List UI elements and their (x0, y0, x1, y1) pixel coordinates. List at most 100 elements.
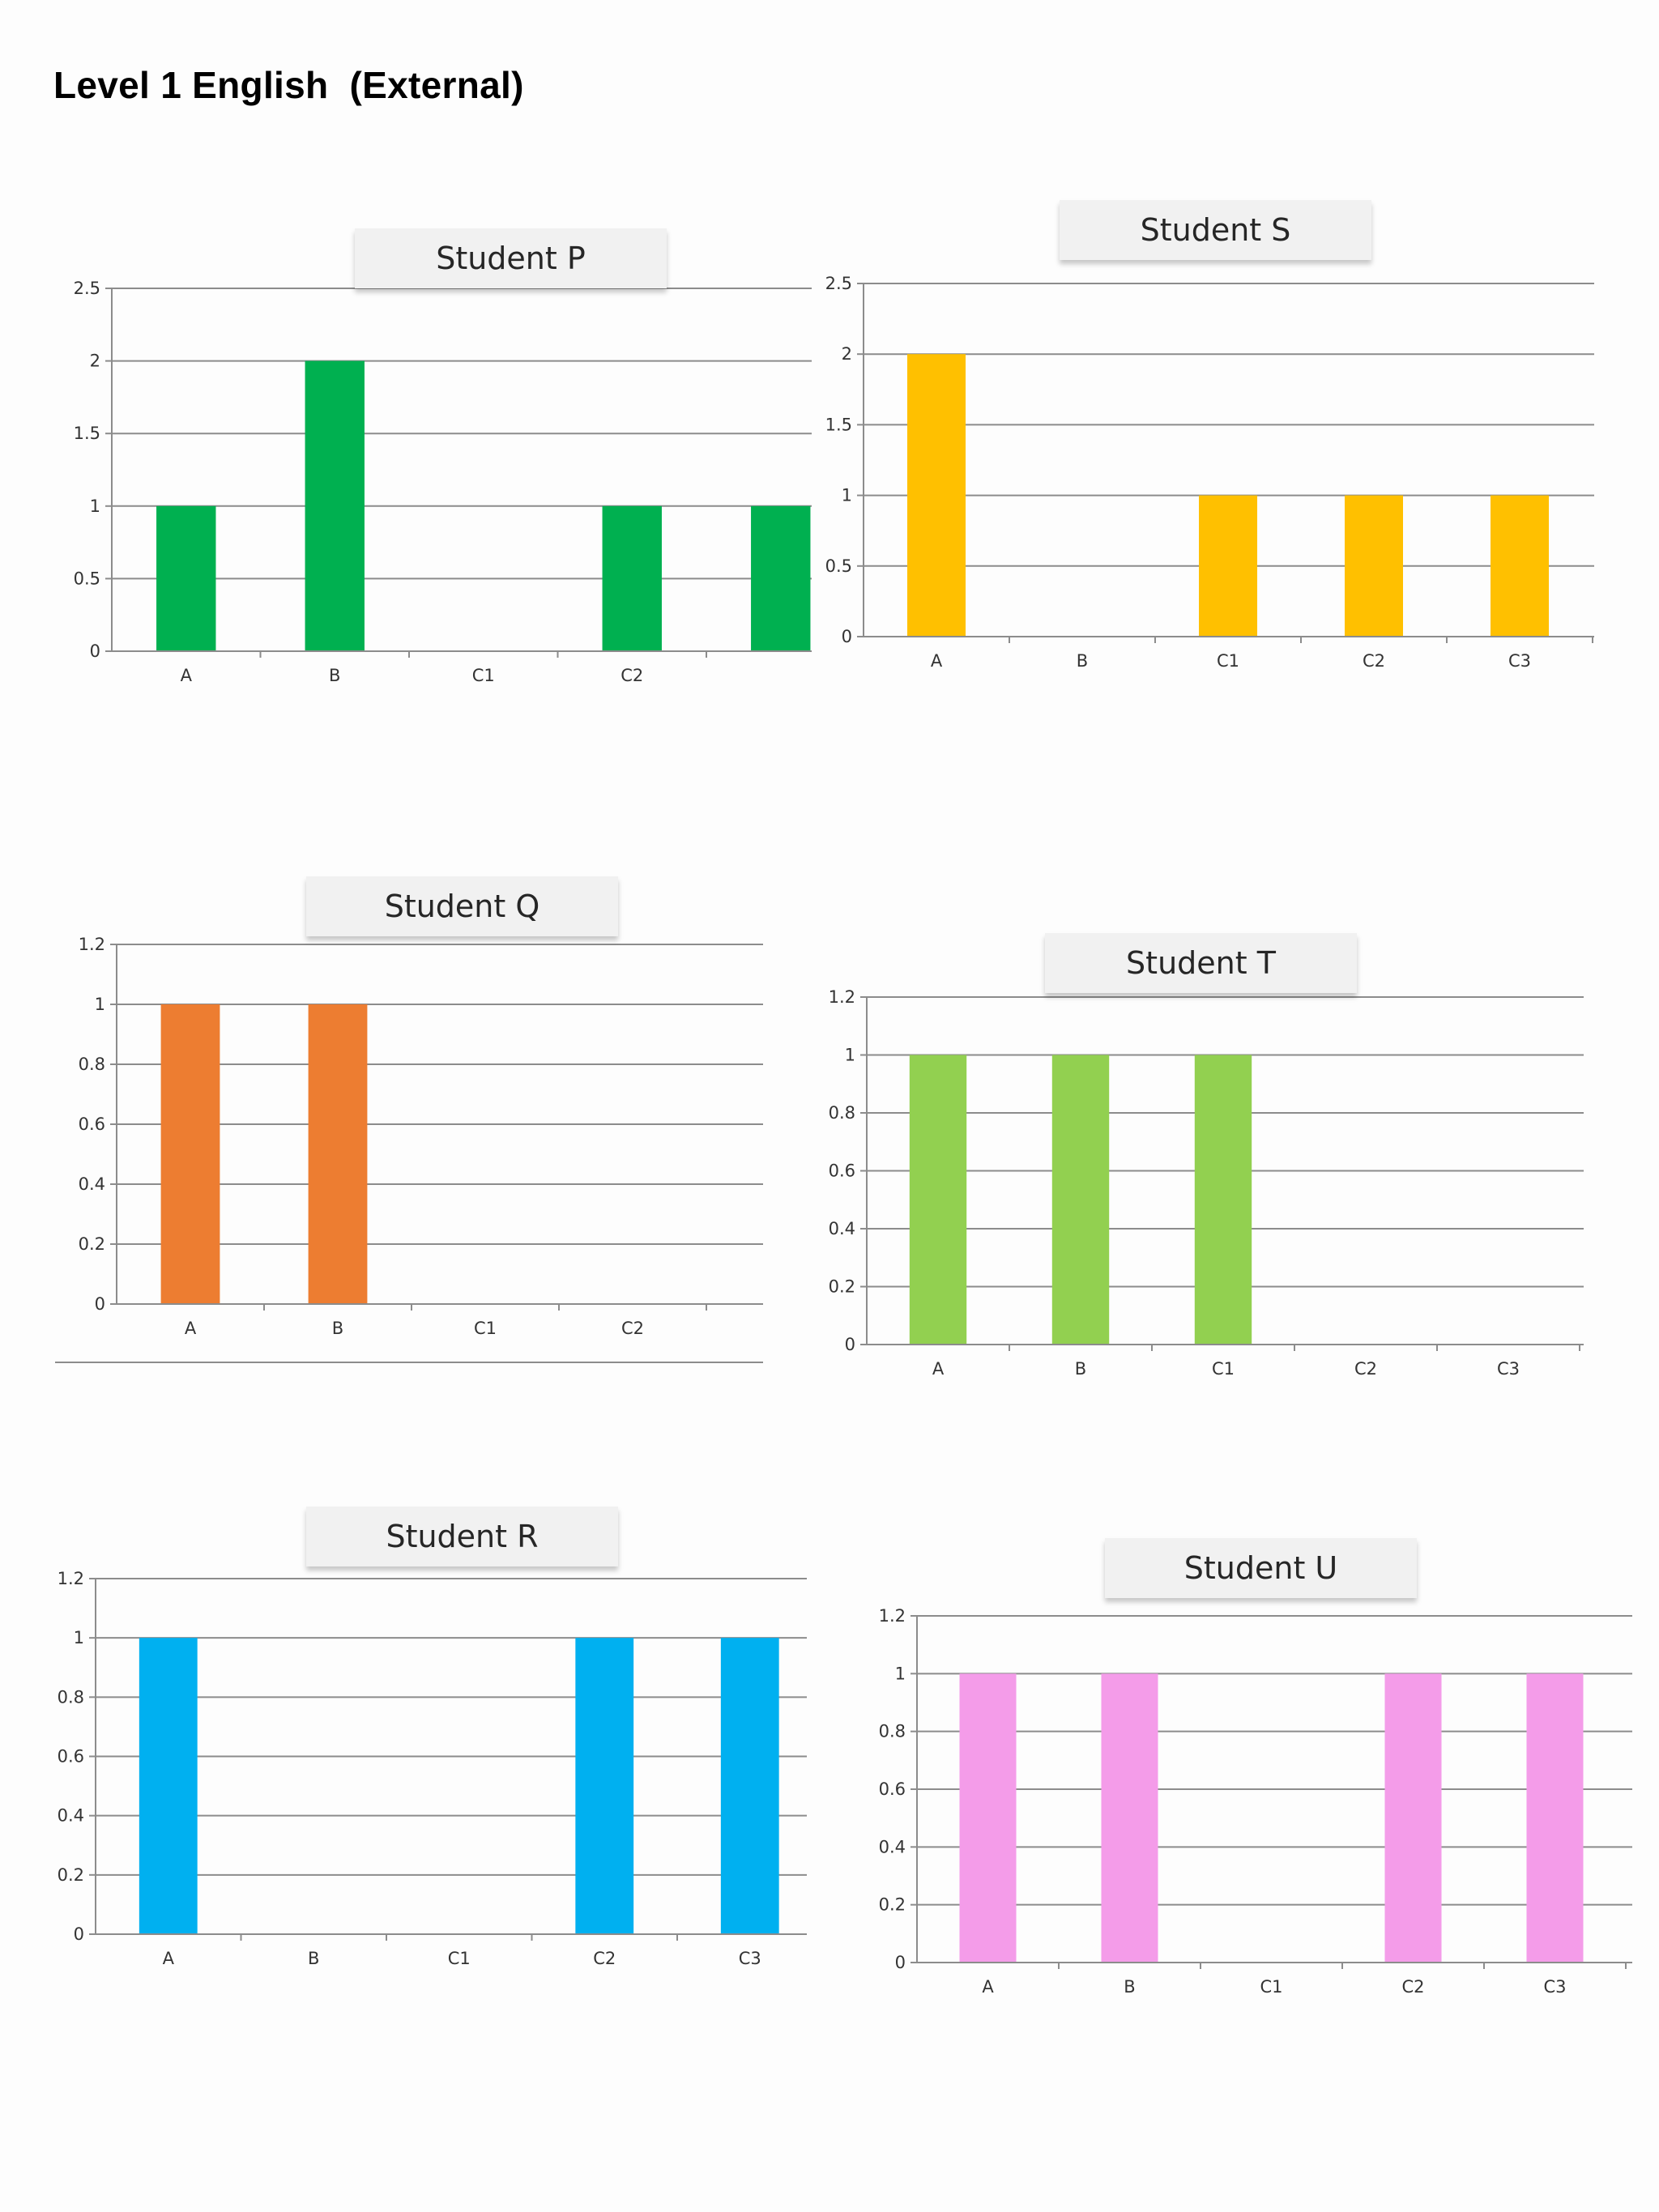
x-tick-label: C3 (1543, 1977, 1566, 1997)
x-tick-label: C3 (1497, 1359, 1520, 1379)
y-tick-label: 1 (895, 1664, 906, 1683)
chart-student-r: 0 0.2 0.4 0.6 0.8 1 1.2 A B C1 C2 C3 Student R (41, 1505, 851, 2007)
x-tick-label: C3 (1508, 651, 1531, 671)
x-tick-label: B (1077, 651, 1088, 671)
y-tick-label: 0.2 (879, 1895, 906, 1915)
x-tick-label: B (329, 666, 340, 685)
y-tick-label: 0.8 (58, 1687, 84, 1707)
bar-a (139, 1638, 198, 1934)
bar-c1 (1199, 495, 1257, 637)
y-tick-label: 0.8 (879, 1722, 906, 1741)
x-tick-label: B (308, 1949, 319, 1968)
x-tick-label: C2 (621, 666, 643, 685)
bar-a (156, 505, 216, 651)
bar-b (308, 1004, 368, 1304)
y-tick-label: 1.5 (825, 415, 852, 434)
x-tick-label: C2 (1363, 651, 1385, 671)
y-tick-label: 1 (842, 486, 852, 505)
y-tick-label: 2 (842, 344, 852, 364)
x-tick-label: C3 (739, 1949, 761, 1968)
x-tick-label: B (332, 1319, 343, 1338)
x-tick-label: C1 (474, 1319, 497, 1338)
y-tick-label: 0.4 (829, 1219, 855, 1238)
chart-student-t: 0 0.2 0.4 0.6 0.8 1 1.2 A B C1 C2 C3 Student T (810, 931, 1620, 1434)
y-tick-label: 0.6 (79, 1115, 105, 1134)
y-tick-label: 0 (895, 1953, 906, 1972)
chart-title: Student Q (306, 876, 618, 936)
bar-b (1101, 1673, 1158, 1963)
x-tick-label: C1 (1217, 651, 1239, 671)
bar-b (305, 360, 365, 651)
y-tick-label: 0 (842, 627, 852, 646)
y-tick-label: 0.2 (829, 1277, 855, 1297)
chart-student-p: 0 0.5 1 1.5 2 2.5 A B C1 C2 Student P (49, 227, 859, 729)
y-tick-label: 0.2 (79, 1234, 105, 1254)
x-tick-label: A (181, 666, 193, 685)
x-tick-label: C2 (1354, 1359, 1377, 1379)
bar-c3 (751, 505, 811, 651)
bar-c3 (1526, 1673, 1584, 1963)
bar-a (959, 1673, 1017, 1963)
page-title: Level 1 English (External) (53, 64, 524, 106)
bar-c2 (575, 1638, 634, 1934)
x-tick-label: C1 (1260, 1977, 1282, 1997)
bar-b (1051, 1055, 1110, 1345)
y-tick-label: 1 (95, 995, 105, 1014)
chart-title: Student S (1060, 200, 1371, 260)
y-tick-label: 1.2 (879, 1606, 906, 1626)
chart-svg-student-t: 0 0.2 0.4 0.6 0.8 1 1.2 A B C1 C2 C3 (829, 987, 1584, 1379)
x-tick-label: A (982, 1977, 994, 1997)
x-tick-label: A (163, 1949, 175, 1968)
bar-c2 (1384, 1673, 1442, 1963)
y-tick-label: 0.8 (829, 1103, 855, 1123)
y-tick-label: 1.2 (58, 1569, 84, 1588)
chart-svg-student-s: 0 0.5 1 1.5 2 2.5 A B C1 C2 C3 (825, 274, 1594, 671)
bar-a (907, 354, 966, 637)
y-tick-label: 2.5 (825, 274, 852, 293)
chart-student-u: 0 0.2 0.4 0.6 0.8 1 1.2 A B C1 C2 C3 Student U (859, 1536, 1659, 2039)
x-tick-label: C2 (1401, 1977, 1424, 1997)
y-tick-label: 0.2 (58, 1865, 84, 1885)
x-tick-label: C1 (472, 666, 495, 685)
bar-c2 (602, 505, 662, 651)
x-tick-label: B (1075, 1359, 1086, 1379)
y-tick-label: 1 (90, 497, 100, 516)
y-tick-label: 0.6 (58, 1747, 84, 1767)
y-tick-label: 2.5 (74, 279, 100, 298)
x-tick-label: C2 (621, 1319, 644, 1338)
x-tick-label: C1 (1212, 1359, 1235, 1379)
y-tick-label: 0 (95, 1294, 105, 1314)
chart-title: Student T (1045, 933, 1357, 993)
y-tick-label: 0.6 (829, 1161, 855, 1181)
bar-c3 (720, 1638, 779, 1934)
y-tick-label: 0.4 (79, 1174, 105, 1194)
y-tick-label: 1 (74, 1628, 84, 1647)
bar-c2 (1345, 495, 1403, 637)
y-tick-label: 1 (845, 1046, 855, 1065)
bar-c1 (1194, 1055, 1252, 1345)
chart-svg-student-r: 0 0.2 0.4 0.6 0.8 1 1.2 A B C1 C2 C3 (58, 1569, 807, 1968)
x-tick-label: C1 (448, 1949, 471, 1968)
bar-c3 (1491, 495, 1549, 637)
x-tick-label: C2 (593, 1949, 616, 1968)
chart-title: Student U (1105, 1538, 1417, 1598)
y-tick-label: 0.4 (879, 1837, 906, 1856)
x-tick-label: A (185, 1319, 197, 1338)
y-tick-label: 0 (90, 641, 100, 661)
chart-svg-student-u: 0 0.2 0.4 0.6 0.8 1 1.2 A B C1 C2 C3 (879, 1606, 1632, 1997)
y-tick-label: 0.6 (879, 1779, 906, 1799)
x-tick-label: B (1124, 1977, 1135, 1997)
y-tick-label: 0 (845, 1335, 855, 1354)
chart-student-q: 0 0.2 0.4 0.6 0.8 1 1.2 A B C1 C2 Student Q (49, 875, 859, 1377)
bar-a (160, 1004, 220, 1304)
y-tick-label: 0.8 (79, 1055, 105, 1074)
y-tick-label: 2 (90, 352, 100, 371)
y-tick-label: 1.2 (829, 987, 855, 1007)
x-tick-label: A (931, 651, 943, 671)
y-tick-label: 0 (74, 1924, 84, 1944)
x-tick-label: A (932, 1359, 945, 1379)
y-tick-label: 1.5 (74, 424, 100, 443)
chart-svg-student-q: 0 0.2 0.4 0.6 0.8 1 1.2 A B C1 C2 (55, 935, 763, 1363)
bar-a (909, 1055, 967, 1345)
chart-title: Student R (306, 1507, 618, 1566)
